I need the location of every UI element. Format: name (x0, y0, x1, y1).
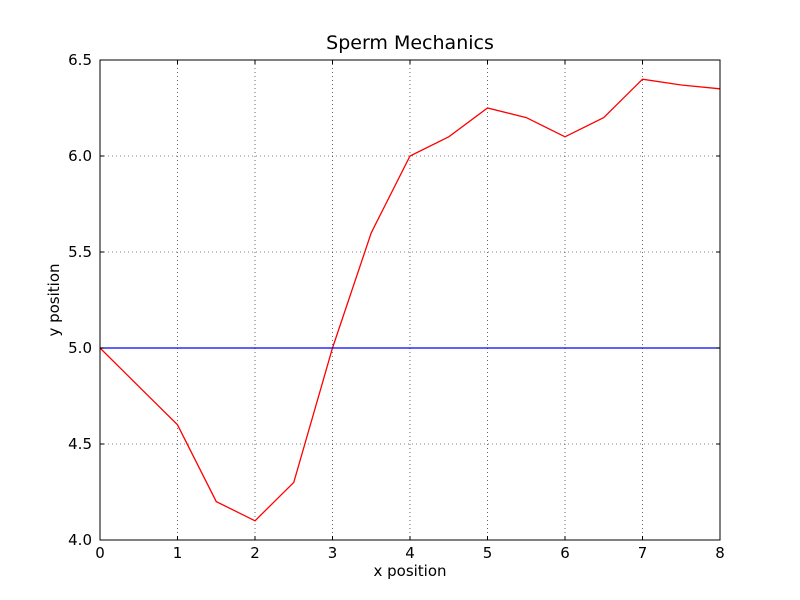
series-lines (99, 78, 721, 522)
y-axis-label: y position (45, 263, 63, 336)
x-tick-label: 5 (483, 544, 493, 562)
y-tick-label: 4.0 (68, 531, 92, 549)
x-tick-label: 0 (95, 544, 105, 562)
y-tick-label: 5.5 (68, 243, 92, 261)
x-tick-label: 1 (173, 544, 183, 562)
y-tick-label: 6.0 (68, 147, 92, 165)
x-tick-label: 3 (328, 544, 338, 562)
axis-ticks: 0 1 2 3 4 5 6 7 8 4.0 4.5 5.0 5.5 6.0 6.5 (68, 51, 725, 562)
x-tick-label: 7 (638, 544, 648, 562)
y-tick-label: 5.0 (68, 339, 92, 357)
chart-title: Sperm Mechanics (326, 32, 494, 54)
x-tick-label: 2 (250, 544, 260, 562)
x-tick-label: 6 (560, 544, 570, 562)
x-tick-label: 8 (715, 544, 725, 562)
grid-lines (100, 60, 720, 540)
x-axis-label: x position (373, 562, 446, 580)
series-line-1 (99, 78, 721, 522)
y-tick-label: 6.5 (68, 51, 92, 69)
y-tick-label: 4.5 (68, 435, 92, 453)
x-tick-label: 4 (405, 544, 415, 562)
